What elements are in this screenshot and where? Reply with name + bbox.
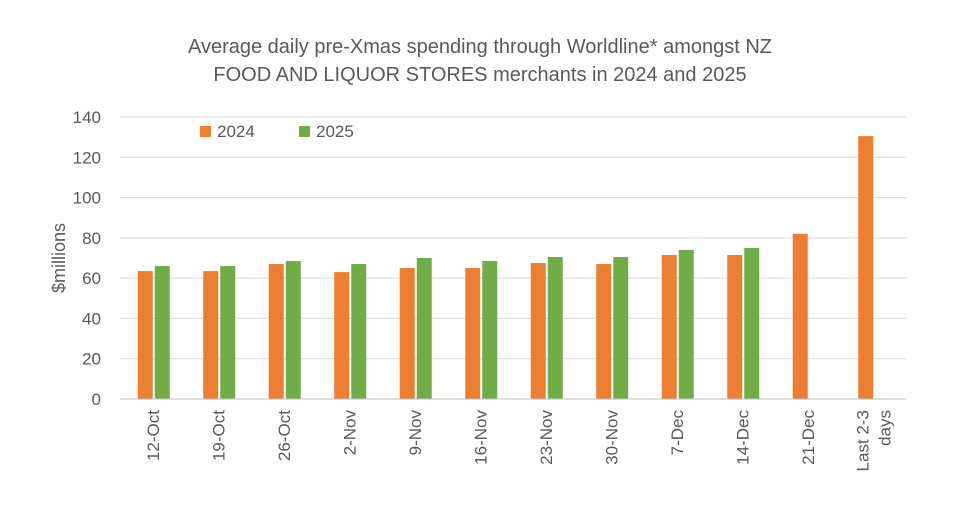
legend: 2024 2025 xyxy=(200,122,354,141)
chart-title-line-2: FOOD AND LIQUOR STORES merchants in 2024… xyxy=(213,64,747,86)
bar-2024-12-Oct xyxy=(137,271,153,399)
bar-2025-16-Nov xyxy=(482,261,498,399)
bar-2024-2-Nov xyxy=(334,272,350,399)
x-tick-label: 7-Dec xyxy=(668,410,687,456)
bar-2025-14-Dec xyxy=(744,247,760,399)
bar-2025-26-Oct xyxy=(285,261,301,399)
y-tick-label: 60 xyxy=(82,269,101,288)
y-axis-ticks: 0 20 40 60 80 100 120 140 xyxy=(73,108,101,409)
bar-2025-9-Nov xyxy=(416,258,432,399)
x-tick-text: 14-Dec xyxy=(733,410,752,465)
x-tick-text: 21-Dec xyxy=(799,410,818,465)
x-tick-text: 9-Nov xyxy=(406,410,425,456)
bar-2024-Last-2-3-days xyxy=(858,136,874,399)
legend-swatch-2024 xyxy=(200,126,211,137)
x-tick-label: 14-Dec xyxy=(733,410,752,465)
x-tick-text: 26-Oct xyxy=(275,410,294,461)
x-tick-label: 26-Oct xyxy=(275,410,294,461)
bar-2024-19-Oct xyxy=(203,271,219,399)
x-tick-label: 16-Nov xyxy=(471,410,490,465)
y-tick-label: 40 xyxy=(82,309,101,328)
x-tick-text: 30-Nov xyxy=(602,410,621,465)
x-tick-text: 19-Oct xyxy=(209,410,228,461)
y-tick-label: 120 xyxy=(73,148,101,167)
x-tick-label: 9-Nov xyxy=(406,410,425,456)
bar-2024-16-Nov xyxy=(465,268,481,399)
bar-2024-7-Dec xyxy=(661,254,677,399)
x-tick-label: Last 2-3 days xyxy=(853,410,894,471)
x-tick-label: 2-Nov xyxy=(340,410,359,456)
y-tick-label: 20 xyxy=(82,350,101,369)
x-tick-text: 12-Oct xyxy=(144,410,163,461)
legend-label-2025: 2025 xyxy=(316,122,354,141)
bar-2024-30-Nov xyxy=(596,264,612,399)
bar-2025-30-Nov xyxy=(613,256,629,399)
x-tick-label: 23-Nov xyxy=(537,410,556,465)
x-tick-text: days xyxy=(875,410,894,446)
bars xyxy=(137,136,874,399)
x-tick-label: 30-Nov xyxy=(602,410,621,465)
x-tick-label: 12-Oct xyxy=(144,410,163,461)
gridlines xyxy=(120,116,906,360)
x-tick-text: 16-Nov xyxy=(471,410,490,465)
legend-swatch-2025 xyxy=(299,126,310,137)
chart-title-line-1: Average daily pre-Xmas spending through … xyxy=(187,36,772,58)
y-axis-label: $millions xyxy=(49,223,69,293)
bar-2025-23-Nov xyxy=(547,256,563,399)
bar-2025-2-Nov xyxy=(351,264,367,399)
x-tick-text: 7-Dec xyxy=(668,410,687,456)
x-tick-label: 21-Dec xyxy=(799,410,818,465)
x-tick-text: 23-Nov xyxy=(537,410,556,465)
x-tick-text: Last 2-3 xyxy=(853,410,872,471)
y-tick-label: 80 xyxy=(82,229,101,248)
y-tick-label: 140 xyxy=(73,108,101,127)
bar-2025-12-Oct xyxy=(154,266,170,399)
x-axis-ticks: 12-Oct 19-Oct 26-Oct 2-Nov 9-Nov 16-Nov 23-Nov… xyxy=(144,410,895,472)
bar-2024-23-Nov xyxy=(530,263,546,399)
bar-2024-21-Dec xyxy=(792,233,808,399)
bar-2025-19-Oct xyxy=(220,266,236,399)
legend-label-2024: 2024 xyxy=(217,122,255,141)
y-tick-label: 0 xyxy=(92,390,101,409)
x-tick-text: 2-Nov xyxy=(340,410,359,456)
bar-2024-26-Oct xyxy=(268,264,284,399)
bar-2024-9-Nov xyxy=(399,268,415,399)
x-tick-label: 19-Oct xyxy=(209,410,228,461)
y-tick-label: 100 xyxy=(73,189,101,208)
bar-2024-14-Dec xyxy=(727,254,743,399)
bar-2025-7-Dec xyxy=(678,249,694,399)
